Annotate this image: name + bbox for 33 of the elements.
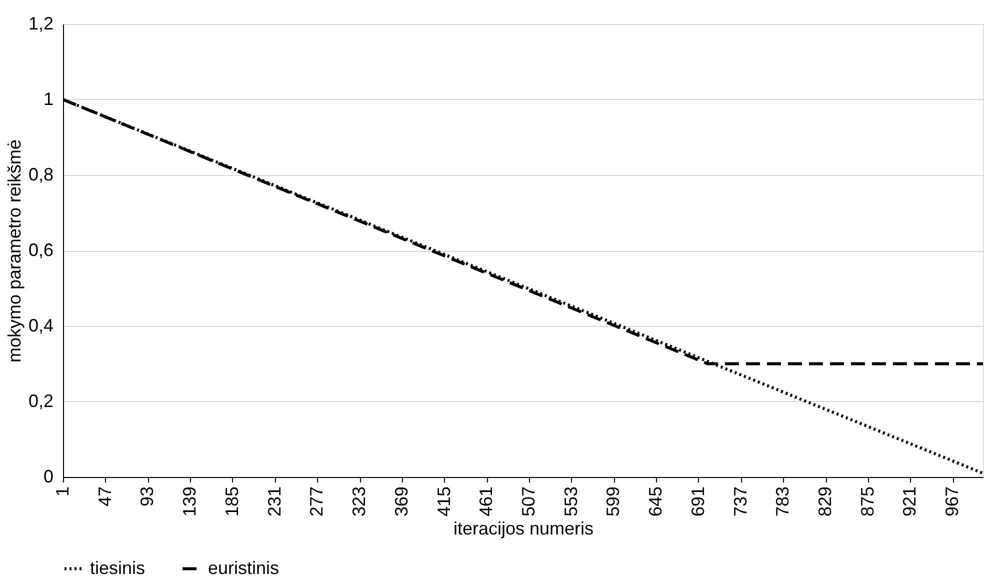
x-tick-label: 231 xyxy=(264,486,284,517)
legend-label: tiesinis xyxy=(90,558,146,578)
x-tick-label: 875 xyxy=(857,486,878,517)
x-tick-label: 829 xyxy=(815,486,836,517)
x-tick-label: 967 xyxy=(942,486,962,517)
y-tick-label: 0,4 xyxy=(28,316,54,336)
y-axis-title: mokymo parametro reikšmė xyxy=(4,139,24,363)
x-tick-label: 415 xyxy=(434,486,454,517)
x-tick-label: 507 xyxy=(518,486,538,517)
x-tick-label: 737 xyxy=(730,486,750,517)
x-tick-label: 369 xyxy=(391,486,412,517)
x-tick-label: 185 xyxy=(222,486,242,517)
x-tick-label: 921 xyxy=(900,486,920,517)
x-tick-label: 645 xyxy=(646,486,666,517)
legend-label: euristinis xyxy=(208,558,280,578)
y-tick-label: 1,2 xyxy=(28,14,54,34)
x-tick-label: 1 xyxy=(52,486,72,497)
x-tick-label: 461 xyxy=(476,486,496,517)
x-tick-label: 277 xyxy=(306,486,327,517)
x-tick-label: 553 xyxy=(560,486,581,517)
x-tick-label: 691 xyxy=(688,486,708,517)
x-tick-label: 599 xyxy=(603,486,624,517)
y-tick-label: 0,2 xyxy=(28,391,54,411)
x-tick-label: 139 xyxy=(180,486,200,517)
x-axis-title: iteracijos numeris xyxy=(453,518,594,539)
y-tick-label: 0,6 xyxy=(28,240,54,260)
y-tick-label: 0 xyxy=(43,466,54,486)
x-tick-label: 323 xyxy=(349,486,370,517)
x-tick-label: 47 xyxy=(94,486,115,507)
x-tick-label: 783 xyxy=(772,486,793,517)
x-tick-label: 93 xyxy=(137,486,158,507)
y-tick-label: 1 xyxy=(43,89,54,109)
y-tick-label: 0,8 xyxy=(28,164,54,184)
